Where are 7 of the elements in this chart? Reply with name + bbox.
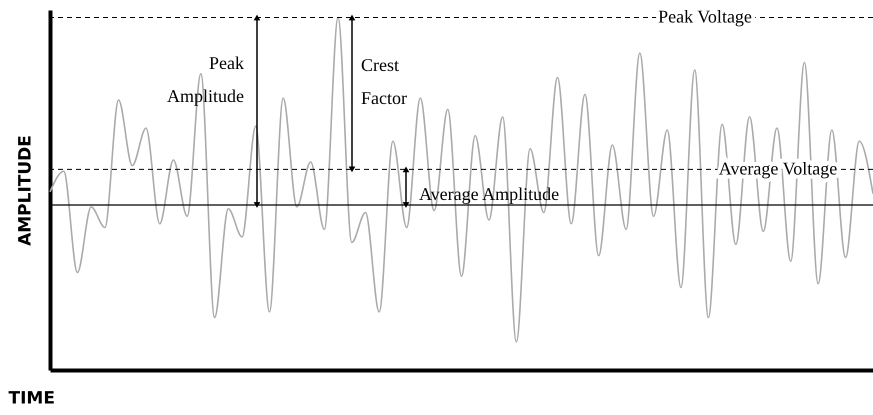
- ref-line-label: Average Voltage: [718, 158, 838, 178]
- annotation: Average Amplitude: [419, 184, 560, 204]
- annotation: Peak Amplitude: [167, 53, 244, 106]
- y-axis-title: AMPLITUDE: [16, 135, 36, 246]
- annotation: Crest Factor: [361, 55, 407, 108]
- x-axis-title: TIME: [8, 388, 55, 408]
- ref-line-label: Peak Voltage: [658, 6, 752, 26]
